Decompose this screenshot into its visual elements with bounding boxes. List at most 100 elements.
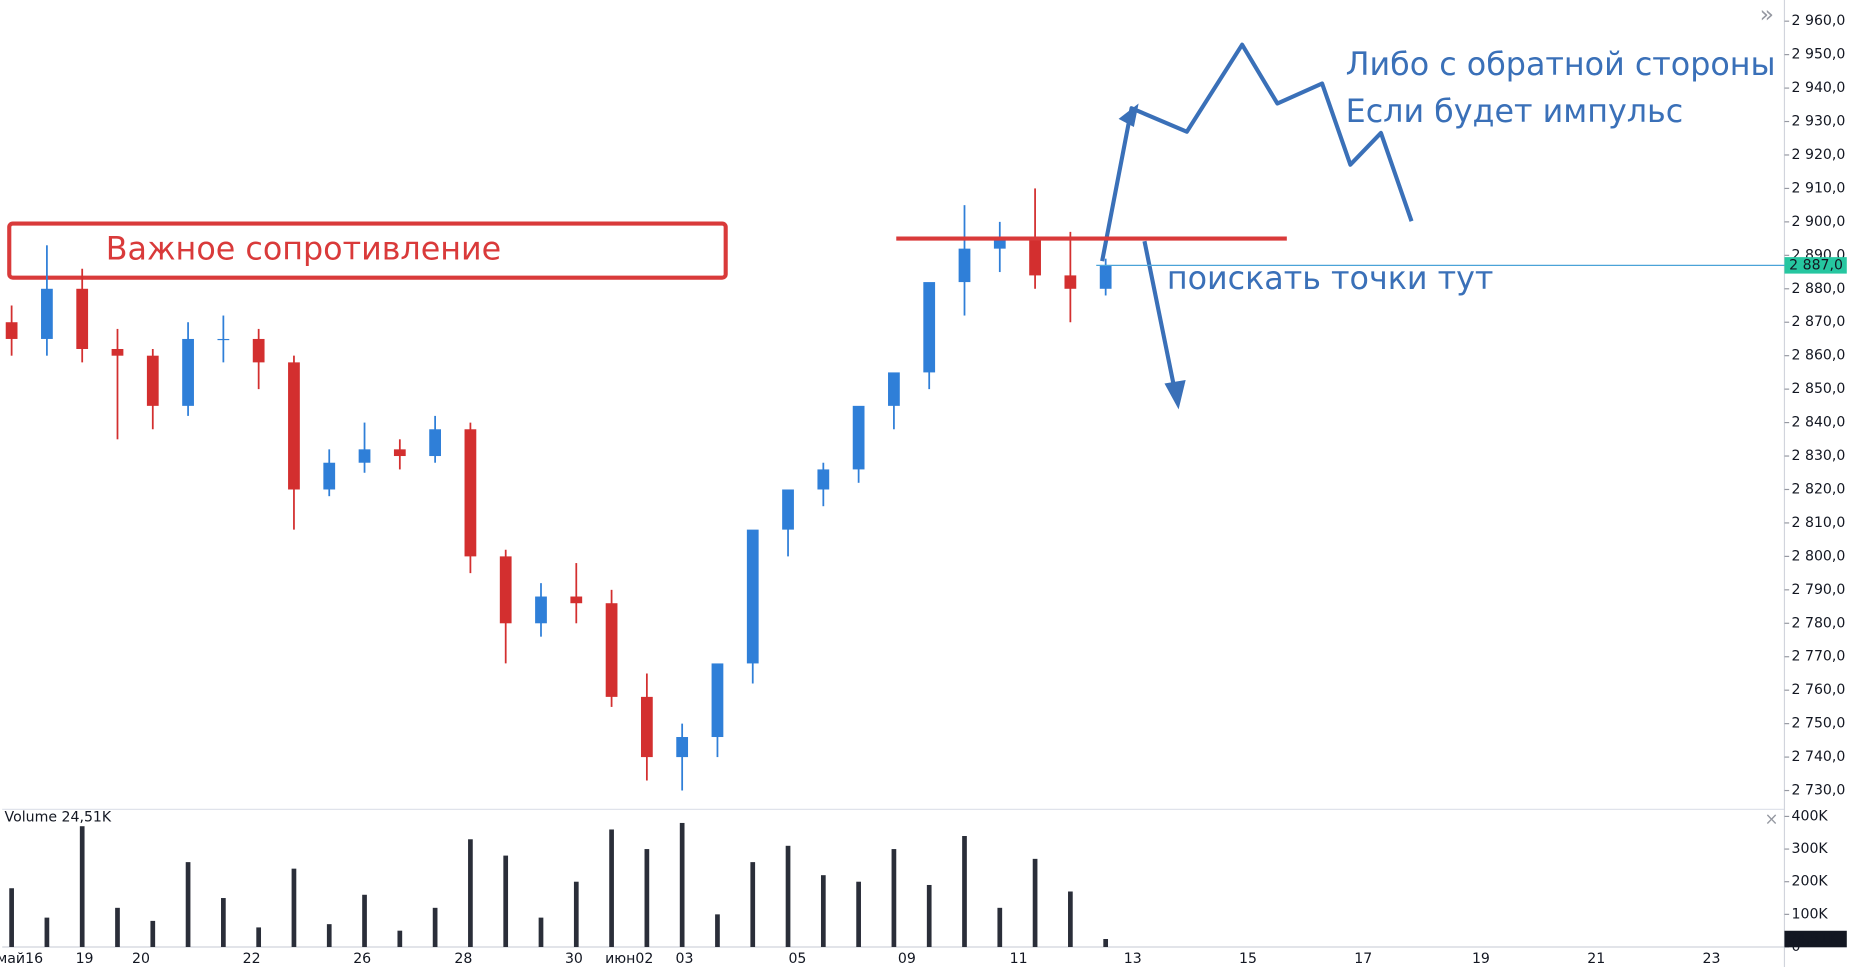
volume-title: Volume 24,51K	[5, 810, 112, 826]
arrow-head	[1118, 103, 1139, 128]
volume-bar	[468, 839, 473, 948]
y-tick-label: 2 770,0	[1792, 649, 1846, 665]
candle-body	[76, 288, 89, 349]
volume-bar	[79, 826, 85, 948]
volume-bar	[362, 894, 367, 948]
candle-body	[711, 663, 724, 738]
x-tick-label: 23	[1703, 951, 1721, 967]
x-tick-label: 28	[454, 951, 472, 967]
up-path	[1100, 42, 1414, 262]
arrow-head	[1164, 379, 1186, 410]
volume-bar	[573, 881, 579, 948]
candle-body	[958, 248, 971, 283]
candle-body	[146, 355, 159, 406]
volume-tick-label: 100K	[1792, 906, 1829, 922]
volume-bar	[856, 881, 861, 948]
y-tick-label: 2 810,0	[1792, 515, 1846, 531]
volume-bar	[1032, 858, 1038, 948]
y-tick-label: 2 780,0	[1792, 615, 1846, 631]
x-tick-label: 30	[565, 951, 583, 967]
y-tick-label: 2 950,0	[1792, 47, 1846, 63]
volume-bar	[997, 907, 1003, 948]
candle-body	[288, 362, 300, 490]
y-tick-label: 2 750,0	[1792, 716, 1846, 732]
y-tick-label: 2 910,0	[1792, 180, 1846, 196]
x-tick-label: июн02	[605, 951, 653, 967]
y-tick-label: 2 840,0	[1792, 415, 1846, 431]
candle-body	[746, 529, 759, 664]
volume-bar	[150, 920, 156, 948]
candle-body	[605, 603, 618, 697]
reversal-note: Если будет импульс	[1346, 94, 1684, 130]
candle-body	[535, 596, 547, 624]
y-tick-label: 2 900,0	[1792, 214, 1846, 230]
x-tick-label: 21	[1587, 951, 1605, 967]
resistance-box	[7, 221, 728, 280]
volume-bar	[644, 849, 650, 948]
volume-bar	[715, 914, 720, 948]
y-tick-label: 2 930,0	[1792, 114, 1846, 130]
y-tick-label: 2 880,0	[1792, 281, 1846, 297]
candle-body	[782, 489, 794, 530]
down-arrow	[1142, 240, 1179, 399]
collapse-icon[interactable]: »	[1760, 0, 1774, 28]
candle-body	[1029, 238, 1041, 276]
volume-bar	[326, 924, 332, 948]
volume-bar	[1103, 938, 1109, 948]
y-tick-label: 2 760,0	[1792, 682, 1846, 698]
volume-bar	[115, 907, 120, 948]
y-tick-label: 2 730,0	[1792, 783, 1846, 799]
x-tick-label: 17	[1354, 951, 1372, 967]
volume-tick-label: 400K	[1792, 808, 1829, 824]
volume-bar	[785, 845, 791, 948]
candle-body	[1064, 275, 1077, 289]
y-tick-label: 2 860,0	[1792, 348, 1846, 364]
volume-bar	[432, 907, 438, 948]
volume-bar	[256, 927, 262, 948]
y-tick-label: 2 870,0	[1792, 314, 1846, 330]
candle-body	[888, 372, 900, 406]
candle-body	[111, 348, 124, 356]
candle-body	[852, 405, 865, 470]
x-tick-label: 11	[1010, 951, 1028, 967]
y-tick-label: 2 820,0	[1792, 481, 1846, 497]
x-tick-label: 20	[132, 951, 150, 967]
volume-label: 24,51K	[1788, 931, 1838, 947]
close-pane-icon[interactable]: ×	[1765, 809, 1779, 828]
candle-body	[923, 282, 936, 373]
volume-bar	[750, 862, 756, 948]
x-tick-label: 05	[788, 951, 806, 967]
x-tick-label: 19	[1472, 951, 1490, 967]
candle-body	[182, 338, 194, 406]
candle-body	[640, 696, 653, 758]
volume-bar	[926, 884, 932, 948]
x-tick-label: 22	[243, 951, 261, 967]
y-tick-label: 2 830,0	[1792, 448, 1846, 464]
candle-body	[217, 338, 230, 341]
y-tick-label: 2 740,0	[1792, 749, 1846, 765]
volume-bar	[891, 849, 897, 948]
volume-bar	[221, 898, 226, 948]
candle-body	[1099, 265, 1112, 289]
x-tick-label: 19	[76, 951, 94, 967]
y-tick-label: 2 800,0	[1792, 548, 1846, 564]
candle-body	[993, 238, 1006, 249]
reversal-note: Либо с обратной стороны	[1346, 47, 1776, 83]
candle-body	[499, 556, 512, 624]
candle-body	[393, 449, 406, 457]
volume-bar	[820, 875, 826, 948]
x-tick-label: 09	[898, 951, 916, 967]
candle-body	[323, 462, 336, 490]
x-tick-label: 15	[1239, 951, 1257, 967]
candle-body	[358, 449, 371, 463]
volume-bar	[503, 855, 509, 948]
resistance-note: Важное сопротивление	[106, 232, 501, 268]
y-tick-label: 2 960,0	[1792, 13, 1846, 29]
y-tick-label: 2 850,0	[1792, 381, 1846, 397]
volume-bar	[397, 930, 403, 948]
candle-body	[817, 469, 830, 490]
candle-body	[676, 737, 689, 758]
volume-bar	[185, 862, 191, 948]
